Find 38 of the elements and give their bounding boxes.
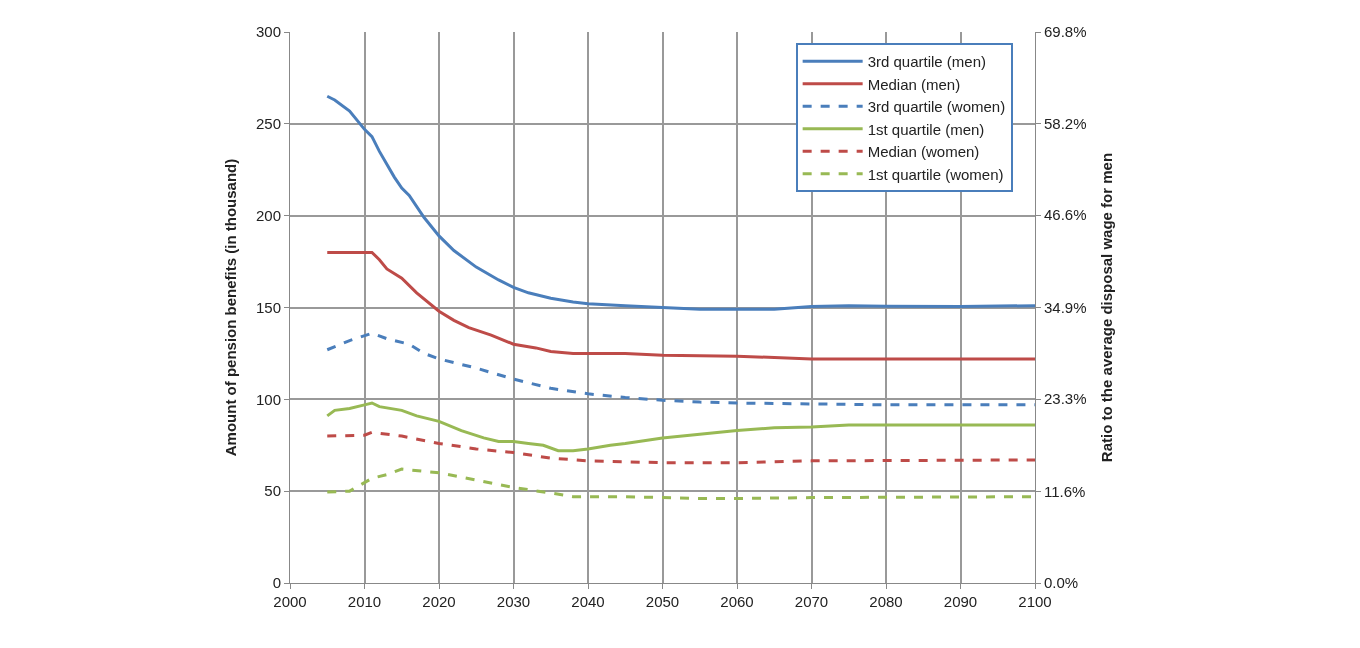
- x-tick-label: 2020: [422, 593, 456, 610]
- y-tick-label: 0: [272, 574, 281, 592]
- y2-tick-label: 34.9%: [1044, 298, 1087, 316]
- x-tick-label: 2000: [273, 593, 307, 610]
- y-tick-label: 200: [255, 206, 281, 224]
- x-tick-label: 2070: [794, 593, 829, 610]
- x-tick-label: 2090: [943, 593, 978, 610]
- x-tick-label: 2060: [720, 593, 754, 610]
- y2-tick-label: 69.8%: [1044, 23, 1087, 41]
- line-series: [325, 331, 1035, 407]
- legend-label: 1st quartile (women): [867, 165, 1004, 183]
- y2-tick-label: 11.6%: [1044, 482, 1086, 500]
- x-tick-label: 2010: [347, 593, 382, 610]
- y2-tick-label: 0.0%: [1044, 574, 1079, 592]
- y2-tick-label: 23.3%: [1044, 390, 1087, 408]
- legend-label: 3rd quartile (men): [867, 53, 987, 71]
- line-series: [325, 250, 1035, 361]
- line-series: [325, 401, 1035, 453]
- y-tick-label: 50: [264, 482, 281, 500]
- legend-label: 1st quartile (men): [867, 120, 985, 138]
- line-series: [325, 430, 1035, 465]
- y2-axis-title: Ratio to the average disposal wage for men: [1097, 152, 1115, 463]
- x-tick-label: 2100: [1018, 593, 1052, 610]
- x-tick-label: 2050: [645, 593, 680, 610]
- y-axis-title: Amount of pension benefits (in thousand): [222, 158, 240, 457]
- legend-label: 3rd quartile (women): [867, 98, 1006, 116]
- legend-label: Median (men): [867, 75, 961, 93]
- x-tick-label: 2080: [869, 593, 903, 610]
- y2-tick-label: 46.6%: [1044, 206, 1087, 224]
- y-tick-label: 250: [255, 115, 281, 133]
- x-tick-label: 2030: [496, 593, 531, 610]
- line-series: [325, 94, 1035, 311]
- x-tick-label: 2040: [571, 593, 605, 610]
- legend-label: Median (women): [867, 143, 980, 161]
- y-tick-label: 150: [255, 298, 281, 316]
- y-tick-label: 300: [255, 23, 281, 41]
- y-tick-label: 100: [255, 390, 281, 408]
- y2-tick-label: 58.2%: [1044, 114, 1087, 132]
